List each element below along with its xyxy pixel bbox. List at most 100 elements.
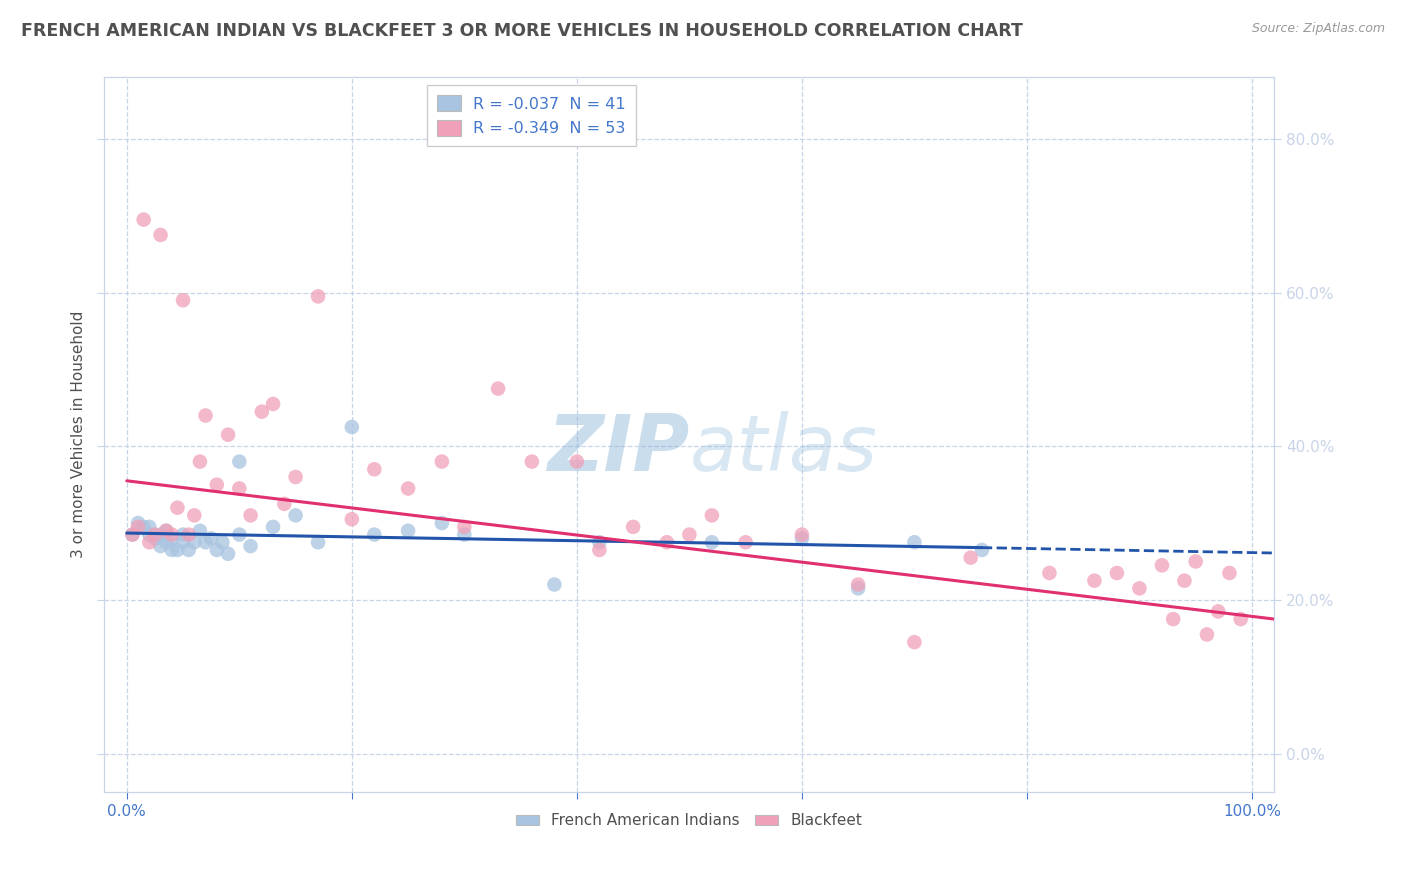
Point	[621, 520, 644, 534]
Point	[177, 543, 200, 558]
Point	[1173, 574, 1195, 588]
Point	[284, 508, 307, 523]
Point	[1218, 566, 1240, 580]
Point	[239, 539, 262, 553]
Point	[183, 535, 205, 549]
Point	[188, 454, 211, 468]
Point	[205, 477, 228, 491]
Point	[486, 382, 509, 396]
Point	[262, 397, 284, 411]
Point	[166, 543, 188, 558]
Point	[588, 543, 610, 558]
Point	[155, 524, 177, 538]
Point	[228, 482, 250, 496]
Text: Source: ZipAtlas.com: Source: ZipAtlas.com	[1251, 22, 1385, 36]
Point	[790, 532, 813, 546]
Point	[149, 527, 172, 541]
Point	[160, 532, 183, 546]
Point	[340, 512, 363, 526]
Point	[700, 508, 723, 523]
Point	[166, 500, 188, 515]
Point	[903, 535, 925, 549]
Text: FRENCH AMERICAN INDIAN VS BLACKFEET 3 OR MORE VEHICLES IN HOUSEHOLD CORRELATION : FRENCH AMERICAN INDIAN VS BLACKFEET 3 OR…	[21, 22, 1024, 40]
Point	[273, 497, 295, 511]
Point	[790, 527, 813, 541]
Point	[149, 227, 172, 242]
Point	[172, 527, 194, 541]
Text: ZIP: ZIP	[547, 411, 689, 487]
Point	[700, 535, 723, 549]
Point	[734, 535, 756, 549]
Point	[1229, 612, 1251, 626]
Point	[127, 520, 149, 534]
Point	[160, 543, 183, 558]
Point	[138, 520, 160, 534]
Point	[149, 539, 172, 553]
Point	[262, 520, 284, 534]
Point	[183, 508, 205, 523]
Point	[1083, 574, 1105, 588]
Point	[211, 535, 233, 549]
Point	[217, 427, 239, 442]
Point	[846, 577, 869, 591]
Point	[194, 409, 217, 423]
Point	[121, 527, 143, 541]
Point	[1161, 612, 1184, 626]
Point	[1184, 554, 1206, 568]
Point	[1128, 582, 1150, 596]
Point	[160, 527, 183, 541]
Point	[453, 520, 475, 534]
Point	[655, 535, 678, 549]
Point	[239, 508, 262, 523]
Point	[250, 404, 273, 418]
Point	[132, 212, 155, 227]
Point	[1206, 604, 1229, 618]
Point	[188, 524, 211, 538]
Point	[228, 454, 250, 468]
Point	[363, 462, 385, 476]
Point	[194, 535, 217, 549]
Point	[846, 582, 869, 596]
Point	[121, 527, 143, 541]
Point	[1038, 566, 1060, 580]
Point	[363, 527, 385, 541]
Point	[678, 527, 700, 541]
Point	[430, 516, 453, 530]
Point	[143, 527, 166, 541]
Point	[959, 550, 981, 565]
Point	[588, 535, 610, 549]
Point	[217, 547, 239, 561]
Point	[172, 535, 194, 549]
Point	[138, 527, 160, 541]
Point	[205, 543, 228, 558]
Point	[155, 524, 177, 538]
Point	[138, 535, 160, 549]
Point	[1150, 558, 1173, 573]
Point	[132, 520, 155, 534]
Point	[430, 454, 453, 468]
Point	[1195, 627, 1218, 641]
Point	[177, 527, 200, 541]
Legend: French American Indians, Blackfeet: French American Indians, Blackfeet	[510, 807, 869, 834]
Point	[340, 420, 363, 434]
Point	[903, 635, 925, 649]
Point	[1105, 566, 1128, 580]
Point	[172, 293, 194, 308]
Point	[396, 482, 419, 496]
Point	[284, 470, 307, 484]
Point	[453, 527, 475, 541]
Point	[143, 532, 166, 546]
Text: atlas: atlas	[689, 411, 877, 487]
Point	[396, 524, 419, 538]
Point	[200, 532, 222, 546]
Point	[127, 516, 149, 530]
Point	[565, 454, 588, 468]
Point	[520, 454, 543, 468]
Point	[228, 527, 250, 541]
Point	[970, 543, 993, 558]
Point	[543, 577, 565, 591]
Y-axis label: 3 or more Vehicles in Household: 3 or more Vehicles in Household	[72, 311, 86, 558]
Point	[155, 535, 177, 549]
Point	[307, 289, 329, 303]
Point	[307, 535, 329, 549]
